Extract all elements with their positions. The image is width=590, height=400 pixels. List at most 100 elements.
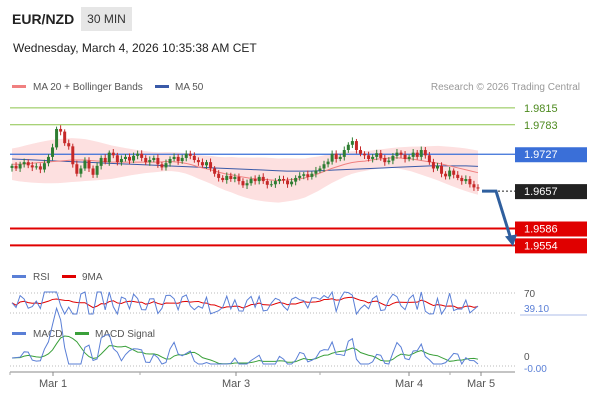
candle-body [379, 153, 383, 158]
candle-body [314, 170, 318, 174]
candle-body [34, 166, 38, 168]
ma20-legend-label: MA 20 + Bollinger Bands [33, 82, 143, 93]
candle-body [26, 162, 30, 166]
candle-body [209, 162, 213, 169]
macd-line [11, 306, 479, 366]
candle-body [188, 153, 192, 156]
candle-body [172, 156, 176, 159]
rsi-last-value: 39.10 [524, 304, 549, 315]
candle-body [435, 165, 439, 169]
candle-body [383, 157, 387, 163]
candle-body [346, 144, 350, 151]
candle-body [464, 179, 468, 182]
candle-body [318, 168, 322, 171]
candle-body [253, 179, 257, 182]
candle-body [192, 155, 196, 161]
candle-body [265, 181, 269, 185]
ma20-legend-swatch [12, 85, 26, 88]
candle-body [277, 179, 281, 182]
price-panel: 1.9815 1.9783 1.9727 1.9657 1.9586 1.9554 [10, 103, 587, 254]
macd-signal-legend-swatch [75, 332, 89, 335]
candle-body [83, 160, 87, 169]
pivot-level-tag [515, 184, 587, 200]
symbol-label: EUR/NZD [12, 11, 75, 27]
candle-body [91, 168, 95, 175]
candle-body [476, 187, 480, 189]
candle-body [18, 164, 22, 169]
rsi-legend-label: RSI [33, 272, 50, 283]
candle-body [217, 173, 221, 178]
candle-body [205, 162, 209, 166]
candle-body [136, 153, 140, 156]
x-tick-label: Mar 1 [39, 378, 67, 390]
candle-body [298, 175, 302, 178]
candle-body [14, 165, 18, 169]
support-level-label: 1.9586 [524, 224, 558, 236]
candle-body [358, 150, 362, 154]
candle-body [38, 166, 42, 170]
resistance-level-label: 1.9783 [524, 120, 558, 132]
ma50-legend-swatch [155, 85, 169, 88]
candle-body [200, 162, 204, 166]
candle-body [196, 160, 200, 163]
candle-body [294, 177, 298, 182]
rsi-legend-swatch [12, 275, 26, 278]
candle-body [71, 146, 75, 165]
candle-body [431, 162, 435, 169]
candle-body [326, 161, 330, 165]
macd-legend-label: MACD [33, 329, 62, 340]
candle-body [63, 131, 67, 144]
candle-body [468, 179, 472, 185]
candle-body [237, 176, 241, 182]
candle-body [290, 181, 294, 185]
candle-body [156, 157, 160, 165]
candle-body [419, 150, 423, 157]
candle-body [229, 175, 233, 179]
resistance-level-label: 1.9815 [524, 103, 558, 115]
candle-body [261, 176, 265, 182]
forecast-arrow-head [505, 234, 517, 247]
candle-body [444, 173, 448, 177]
candle-body [241, 181, 245, 186]
support-level-label: 1.9554 [524, 240, 558, 252]
macd-signal-line [11, 335, 479, 365]
macd-panel: 0-0.00 [10, 306, 547, 375]
rsi-panel: 70 39.10 [10, 289, 587, 316]
rsi-line [11, 290, 479, 316]
candle-body [67, 143, 71, 147]
timeframe-button[interactable]: 30 MIN [81, 7, 132, 31]
candle-body [399, 152, 403, 155]
x-tick-label: Mar 5 [467, 378, 495, 390]
support-level-tag [515, 238, 587, 254]
candle-body [306, 174, 310, 177]
pivot-level-label: 1.9657 [524, 186, 558, 198]
candle-body [140, 153, 144, 158]
rsi-ma-legend-swatch [62, 275, 76, 278]
candle-body [395, 152, 399, 156]
x-tick-label: Mar 3 [222, 378, 250, 390]
candle-body [286, 180, 290, 185]
candle-body [367, 155, 371, 159]
candle-body [391, 155, 395, 161]
candle-body [119, 158, 123, 163]
macd-legend-swatch [12, 332, 26, 335]
candle-body [184, 153, 188, 158]
research-credit: Research © 2026 Trading Central [431, 82, 580, 93]
candle-body [164, 163, 168, 168]
candle-body [415, 152, 419, 157]
candle-body [107, 152, 111, 163]
ma50-legend-label: MA 50 [175, 82, 204, 93]
candle-body [302, 174, 306, 176]
candle-body [403, 154, 407, 159]
candle-body [79, 168, 83, 174]
candle-body [213, 168, 217, 174]
candle-body [42, 163, 46, 170]
macd-last-value: -0.00 [524, 364, 547, 375]
candle-body [103, 157, 107, 163]
candle-body [375, 153, 379, 157]
candle-body [371, 156, 375, 159]
candle-body [354, 141, 358, 151]
candle-body [472, 184, 476, 188]
candle-body [132, 155, 136, 161]
